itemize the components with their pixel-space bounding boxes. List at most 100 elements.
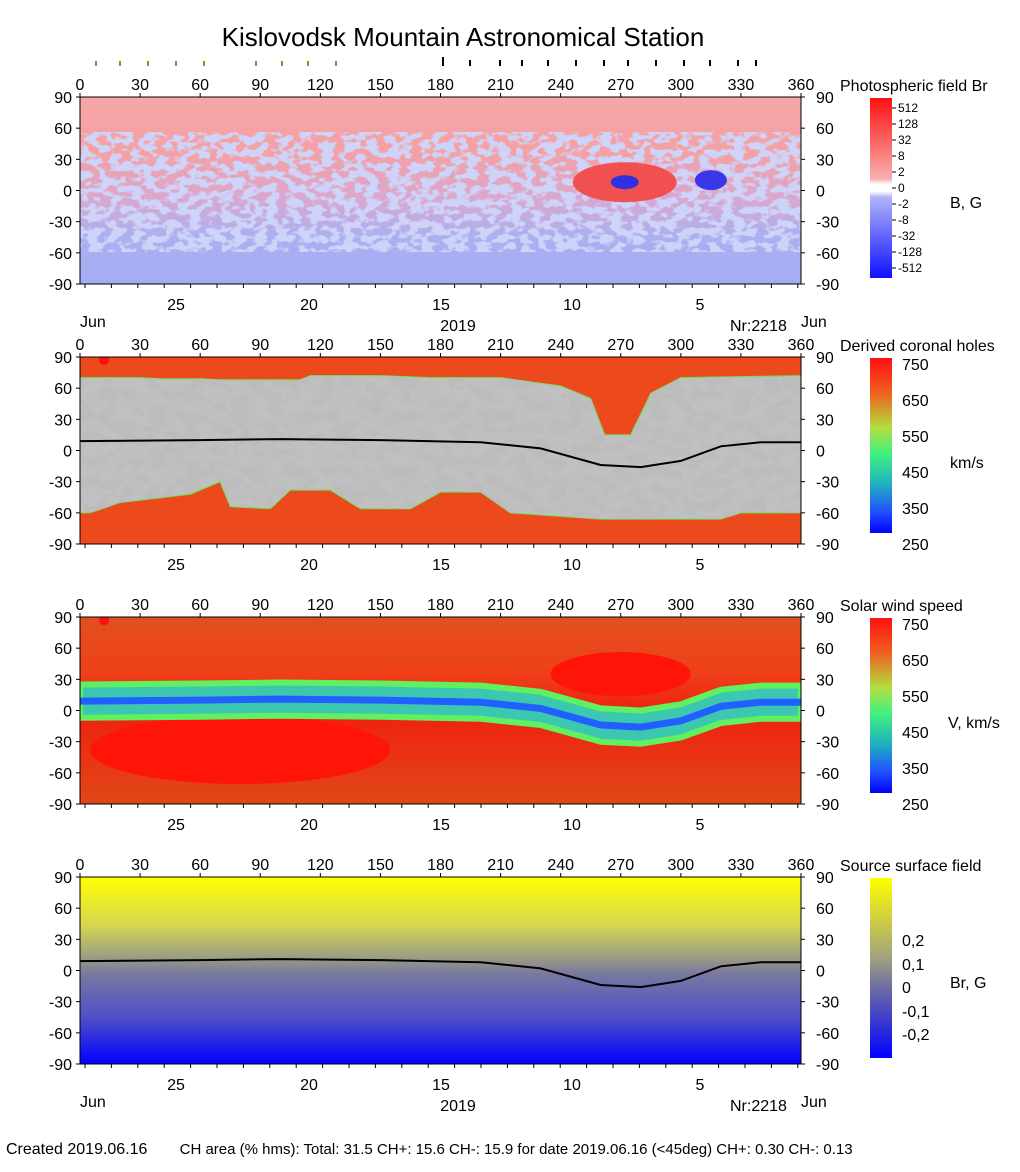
latitude-tick-label-right: -90 bbox=[816, 537, 839, 554]
month-label-left: Jun bbox=[80, 314, 106, 331]
latitude-tick-label-left: 90 bbox=[54, 90, 72, 107]
latitude-tick-label-right: 90 bbox=[816, 870, 834, 887]
latitude-tick-label-left: 90 bbox=[54, 870, 72, 887]
longitude-tick-label: 60 bbox=[191, 337, 209, 354]
latitude-tick-label-right: 90 bbox=[816, 610, 834, 627]
latitude-tick-label-right: 0 bbox=[816, 704, 825, 721]
colorbar-tick-label: 450 bbox=[902, 725, 929, 742]
latitude-tick-label-right: -60 bbox=[816, 246, 839, 263]
latitude-tick-label-left: 60 bbox=[54, 901, 72, 918]
longitude-tick-label: 300 bbox=[667, 337, 694, 354]
colorbar-tick-label: 8 bbox=[898, 149, 905, 163]
longitude-tick-label: 270 bbox=[607, 337, 634, 354]
date-tick-label: 10 bbox=[563, 817, 581, 834]
longitude-tick-label: 210 bbox=[487, 337, 514, 354]
longitude-tick-label: 90 bbox=[251, 857, 269, 874]
month-label-right: Jun bbox=[801, 314, 827, 331]
date-tick-label: 5 bbox=[696, 1077, 705, 1094]
latitude-tick-label-left: 90 bbox=[54, 350, 72, 367]
latitude-tick-label-right: 0 bbox=[816, 444, 825, 461]
longitude-tick-label: 90 bbox=[251, 597, 269, 614]
date-tick-label: 15 bbox=[432, 557, 450, 574]
longitude-tick-label: 210 bbox=[487, 597, 514, 614]
longitude-tick-label: 0 bbox=[76, 337, 85, 354]
latitude-tick-label-left: -90 bbox=[49, 1057, 72, 1074]
longitude-tick-label: 30 bbox=[131, 337, 149, 354]
longitude-tick-label: 120 bbox=[307, 857, 334, 874]
latitude-tick-label-right: -30 bbox=[816, 735, 839, 752]
colorbar-tick-label: 350 bbox=[902, 501, 929, 518]
longitude-tick-label: 60 bbox=[191, 77, 209, 94]
latitude-tick-label-right: 60 bbox=[816, 641, 834, 658]
latitude-tick-label-right: -90 bbox=[816, 797, 839, 814]
longitude-tick-label: 360 bbox=[788, 857, 815, 874]
longitude-tick-label: 150 bbox=[367, 857, 394, 874]
colorbar-tick-label: -8 bbox=[898, 213, 909, 227]
latitude-tick-label-left: -90 bbox=[49, 277, 72, 294]
longitude-tick-label: 90 bbox=[251, 77, 269, 94]
colorbar-tick-label: 550 bbox=[902, 689, 929, 706]
longitude-tick-label: 30 bbox=[131, 857, 149, 874]
longitude-tick-label: 60 bbox=[191, 857, 209, 874]
source-surface-plot-area bbox=[80, 877, 801, 1064]
latitude-tick-label-left: 60 bbox=[54, 121, 72, 138]
longitude-tick-label: 150 bbox=[367, 77, 394, 94]
longitude-tick-label: 360 bbox=[788, 77, 815, 94]
colorbar-tick-label: 650 bbox=[902, 393, 929, 410]
longitude-tick-label: 210 bbox=[487, 77, 514, 94]
latitude-tick-label-left: 90 bbox=[54, 610, 72, 627]
longitude-tick-label: 120 bbox=[307, 597, 334, 614]
year-label: 2019 bbox=[440, 318, 476, 335]
polar-spot bbox=[99, 617, 110, 626]
month-label-left: Jun bbox=[80, 1094, 106, 1111]
field-mottling bbox=[80, 132, 801, 252]
colorbar-tick-label: 0,1 bbox=[902, 957, 924, 974]
colorbar bbox=[870, 98, 892, 278]
longitude-tick-label: 330 bbox=[728, 857, 755, 874]
longitude-tick-label: 180 bbox=[427, 857, 454, 874]
longitude-tick-label: 330 bbox=[728, 77, 755, 94]
latitude-tick-label-right: -30 bbox=[816, 995, 839, 1012]
longitude-tick-label: 360 bbox=[788, 597, 815, 614]
colorbar-tick-label: -0,2 bbox=[902, 1027, 930, 1044]
latitude-tick-label-right: -90 bbox=[816, 277, 839, 294]
date-tick-label: 25 bbox=[167, 1077, 185, 1094]
date-tick-label: 25 bbox=[167, 817, 185, 834]
coronal-holes-plot-area bbox=[80, 357, 801, 544]
polar-spot bbox=[99, 357, 110, 366]
longitude-tick-label: 300 bbox=[667, 857, 694, 874]
latitude-tick-label-right: 30 bbox=[816, 412, 834, 429]
fast-wind-south bbox=[90, 715, 391, 784]
active-region-negative bbox=[610, 175, 639, 190]
photospheric-plot-area bbox=[80, 97, 801, 284]
date-tick-label: 15 bbox=[432, 297, 450, 314]
date-tick-label: 20 bbox=[300, 817, 318, 834]
longitude-tick-label: 90 bbox=[251, 337, 269, 354]
colorbar-title: Solar wind speed bbox=[840, 598, 963, 615]
latitude-tick-label-left: -90 bbox=[49, 537, 72, 554]
date-tick-label: 5 bbox=[696, 297, 705, 314]
longitude-tick-label: 330 bbox=[728, 337, 755, 354]
longitude-tick-label: 30 bbox=[131, 77, 149, 94]
longitude-tick-label: 0 bbox=[76, 77, 85, 94]
longitude-tick-label: 330 bbox=[728, 597, 755, 614]
latitude-tick-label-right: 60 bbox=[816, 381, 834, 398]
carrington-markers bbox=[95, 57, 757, 66]
latitude-tick-label-left: -30 bbox=[49, 475, 72, 492]
longitude-tick-label: 360 bbox=[788, 337, 815, 354]
colorbar-tick-label: 0 bbox=[898, 181, 905, 195]
colorbar bbox=[870, 878, 892, 1058]
colorbar-tick-label: -0,1 bbox=[902, 1004, 930, 1021]
latitude-tick-label-right: 90 bbox=[816, 350, 834, 367]
date-tick-label: 25 bbox=[167, 557, 185, 574]
date-tick-label: 15 bbox=[432, 1077, 450, 1094]
latitude-tick-label-right: -30 bbox=[816, 215, 839, 232]
colorbar-tick-label: 450 bbox=[902, 465, 929, 482]
fast-wind-north bbox=[550, 652, 691, 697]
colorbar-tick-label: -2 bbox=[898, 197, 909, 211]
latitude-tick-label-right: 30 bbox=[816, 932, 834, 949]
longitude-tick-label: 150 bbox=[367, 337, 394, 354]
created-date: Created 2019.06.16 bbox=[6, 1141, 148, 1158]
